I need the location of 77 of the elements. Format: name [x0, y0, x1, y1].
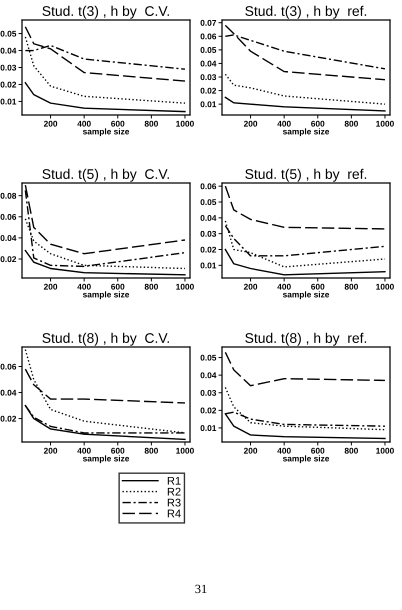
- y-tick-label: 0.04: [0, 390, 16, 396]
- x-tick-label: 400: [277, 284, 291, 290]
- x-tick-label: 800: [144, 284, 158, 290]
- legend-label: R3: [168, 498, 181, 507]
- y-tick-label: 0.01: [0, 98, 16, 105]
- x-tick-label: 400: [277, 120, 291, 127]
- x-tick-label: 800: [144, 120, 158, 127]
- x-tick-label: 800: [344, 448, 358, 454]
- x-tick-label: 200: [44, 284, 58, 290]
- y-tick-label: 0.03: [200, 74, 216, 80]
- x-tick-label: 1000: [176, 284, 194, 290]
- y-tick-label: 0.04: [0, 235, 16, 241]
- x-tick-label: 1000: [376, 120, 394, 127]
- y-tick-label: 0.02: [0, 82, 16, 88]
- x-tick-label: 600: [111, 120, 124, 127]
- x-tick-label: 600: [311, 120, 324, 127]
- y-tick-label: 0.05: [200, 47, 216, 53]
- x-tick-label: 1000: [176, 120, 194, 127]
- x-axis-title: sample size: [82, 291, 130, 300]
- y-tick-label: 0.02: [0, 256, 16, 262]
- y-tick-label: 0.04: [200, 215, 216, 221]
- x-tick-label: 600: [111, 448, 124, 454]
- x-tick-label: 800: [344, 284, 358, 290]
- x-tick-label: 200: [244, 284, 258, 290]
- chart-title: Stud. t(5) , h by C.V.: [42, 168, 169, 182]
- y-tick-label: 0.01: [200, 425, 216, 432]
- y-tick-label: 0.04: [200, 60, 216, 67]
- x-tick-label: 400: [77, 284, 91, 290]
- y-tick-label: 0.01: [200, 101, 216, 108]
- y-tick-label: 0.05: [0, 30, 16, 37]
- y-tick-label: 0.02: [200, 408, 216, 414]
- chart-title: Stud. t(8) , h by C.V.: [42, 332, 169, 346]
- y-tick-label: 0.06: [200, 183, 216, 190]
- y-tick-label: 0.02: [0, 416, 16, 422]
- x-tick-label: 1000: [376, 284, 394, 290]
- y-tick-label: 0.05: [200, 354, 216, 361]
- legend-label: R1: [168, 476, 181, 485]
- x-tick-label: 400: [77, 448, 91, 454]
- x-axis-title: sample size: [282, 455, 330, 464]
- x-tick-label: 1000: [376, 448, 394, 454]
- chart-title: Stud. t(5) , h by ref.: [245, 168, 366, 182]
- y-tick-label: 0.02: [200, 246, 216, 253]
- y-tick-label: 0.05: [200, 199, 216, 206]
- text: 31: [195, 584, 206, 594]
- legend-label: R2: [168, 488, 181, 496]
- y-tick-label: 0.04: [0, 48, 16, 54]
- y-tick-label: 0.02: [200, 88, 216, 94]
- y-tick-label: 0.06: [0, 364, 16, 370]
- y-tick-label: 0.03: [200, 390, 216, 396]
- x-tick-label: 1000: [176, 448, 194, 454]
- y-tick-label: 0.06: [200, 33, 216, 40]
- x-tick-label: 600: [311, 448, 324, 454]
- y-tick-label: 0.01: [200, 262, 216, 268]
- y-tick-label: 0.03: [0, 64, 16, 71]
- x-tick-label: 600: [111, 284, 124, 290]
- x-axis-title: sample size: [282, 291, 330, 300]
- y-tick-label: 0.08: [0, 192, 16, 199]
- chart-title: Stud. t(3) , h by ref.: [245, 6, 366, 19]
- x-tick-label: 400: [77, 120, 91, 127]
- x-axis-title: sample size: [82, 128, 130, 136]
- x-tick-label: 200: [244, 448, 258, 454]
- chart-title: Stud. t(3) , h by C.V.: [42, 6, 169, 19]
- x-tick-label: 800: [144, 448, 158, 454]
- x-tick-label: 400: [277, 448, 291, 454]
- y-tick-label: 0.03: [200, 230, 216, 237]
- x-axis-title: sample size: [282, 128, 330, 136]
- legend-label: R4: [168, 510, 181, 518]
- chart-title: Stud. t(8) , h by ref.: [245, 332, 366, 346]
- x-tick-label: 200: [44, 448, 58, 454]
- x-axis-title: sample size: [82, 455, 130, 464]
- y-tick-label: 0.06: [0, 214, 16, 220]
- x-tick-label: 200: [244, 120, 258, 127]
- x-tick-label: 800: [344, 120, 358, 127]
- y-tick-label: 0.04: [200, 372, 216, 378]
- x-tick-label: 600: [311, 284, 324, 290]
- x-tick-label: 200: [44, 120, 58, 127]
- y-tick-label: 0.07: [200, 20, 216, 26]
